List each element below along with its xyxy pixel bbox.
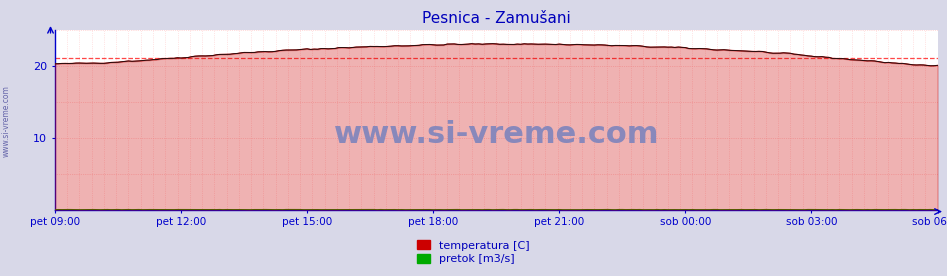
Title: Pesnica - Zamušani: Pesnica - Zamušani: [421, 11, 571, 26]
Text: www.si-vreme.com: www.si-vreme.com: [2, 86, 11, 157]
Legend: temperatura [C], pretok [m3/s]: temperatura [C], pretok [m3/s]: [414, 237, 533, 268]
Text: www.si-vreme.com: www.si-vreme.com: [333, 120, 659, 149]
